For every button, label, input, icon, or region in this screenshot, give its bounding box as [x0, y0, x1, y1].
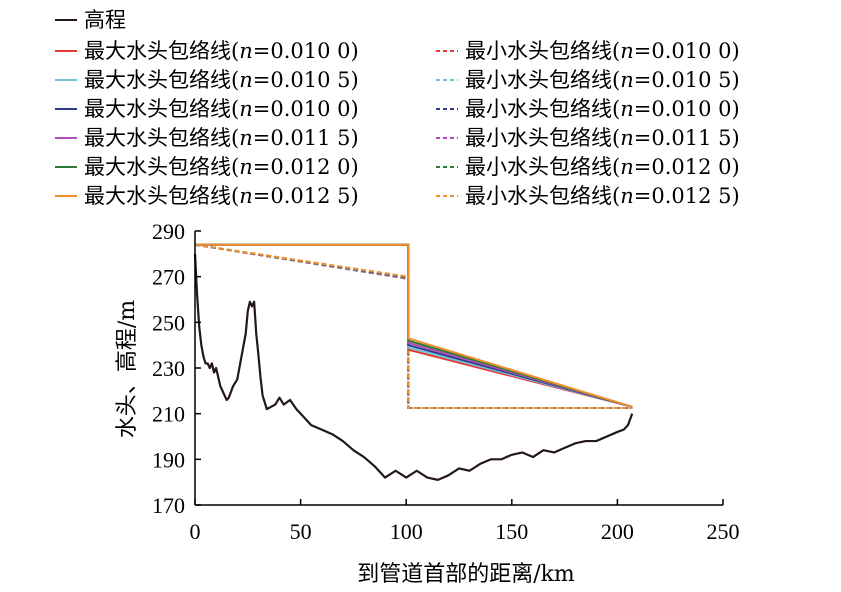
y-axis-label: 水头、高程/m: [115, 300, 140, 438]
y-tick-label: 290: [152, 219, 185, 244]
series-line-max-5: [195, 243, 633, 408]
x-tick-label: 150: [495, 519, 528, 544]
y-tick-label: 230: [152, 356, 185, 381]
legend-label: 最小水头包络线(n=0.011 5): [465, 126, 740, 150]
legend-item: 最大水头包络线(n=0.010 0): [55, 97, 359, 121]
legend-label: 最小水头包络线(n=0.010 0): [465, 97, 740, 121]
legend-label: 最大水头包络线(n=0.010 5): [84, 68, 359, 92]
y-ticks: 170 190 210 230 250 270 290: [152, 219, 201, 518]
legend-label: 最小水头包络线(n=0.012 5): [465, 184, 740, 208]
legend-item-elevation: 高程: [55, 8, 126, 32]
legend-item: 最大水头包络线(n=0.010 0): [55, 39, 359, 63]
legend-label: 最大水头包络线(n=0.012 5): [84, 184, 359, 208]
x-ticks: 0 50 100 150 200 250: [190, 499, 740, 544]
legend-label: 最大水头包络线(n=0.010 0): [84, 39, 359, 63]
legend-item: 最小水头包络线(n=0.010 0): [436, 39, 740, 63]
legend-label: 最小水头包络线(n=0.010 0): [465, 39, 740, 63]
legend-item: 最小水头包络线(n=0.010 0): [436, 97, 740, 121]
legend-item: 最小水头包络线(n=0.010 5): [436, 68, 740, 92]
legend-label: 最大水头包络线(n=0.012 0): [84, 155, 359, 179]
legend-item: 最大水头包络线(n=0.011 5): [55, 126, 359, 150]
legend-item: 最小水头包络线(n=0.012 0): [436, 155, 740, 179]
y-tick-label: 190: [152, 447, 185, 472]
series-line-elevation: [193, 253, 634, 481]
legend-label: 高程: [84, 8, 126, 32]
axes: 0 50 100 150 200 250 170 190 210 230 250 270 290: [152, 219, 740, 544]
x-tick-label: 0: [190, 519, 201, 544]
x-tick-label: 100: [390, 519, 423, 544]
x-tick-label: 250: [707, 519, 740, 544]
legend-item: 最大水头包络线(n=0.012 0): [55, 155, 359, 179]
y-tick-label: 250: [152, 310, 185, 335]
legend-item: 最小水头包络线(n=0.012 5): [436, 184, 740, 208]
legend-item: 最大水头包络线(n=0.012 5): [55, 184, 359, 208]
legend-item: 最大水头包络线(n=0.010 5): [55, 68, 359, 92]
plot-area: [193, 243, 634, 481]
legend-label: 最大水头包络线(n=0.011 5): [84, 126, 359, 150]
y-tick-label: 210: [152, 402, 185, 427]
x-axis-label: 到管道首部的距离/km: [357, 562, 575, 587]
y-tick-label: 270: [152, 265, 185, 290]
y-tick-label: 170: [152, 493, 185, 518]
legend-label: 最小水头包络线(n=0.010 5): [465, 68, 740, 92]
legend-label: 最小水头包络线(n=0.012 0): [465, 155, 740, 179]
x-tick-label: 200: [601, 519, 634, 544]
legend-item: 最小水头包络线(n=0.011 5): [436, 126, 740, 150]
x-tick-label: 50: [290, 519, 312, 544]
legend-label: 最大水头包络线(n=0.010 0): [84, 97, 359, 121]
